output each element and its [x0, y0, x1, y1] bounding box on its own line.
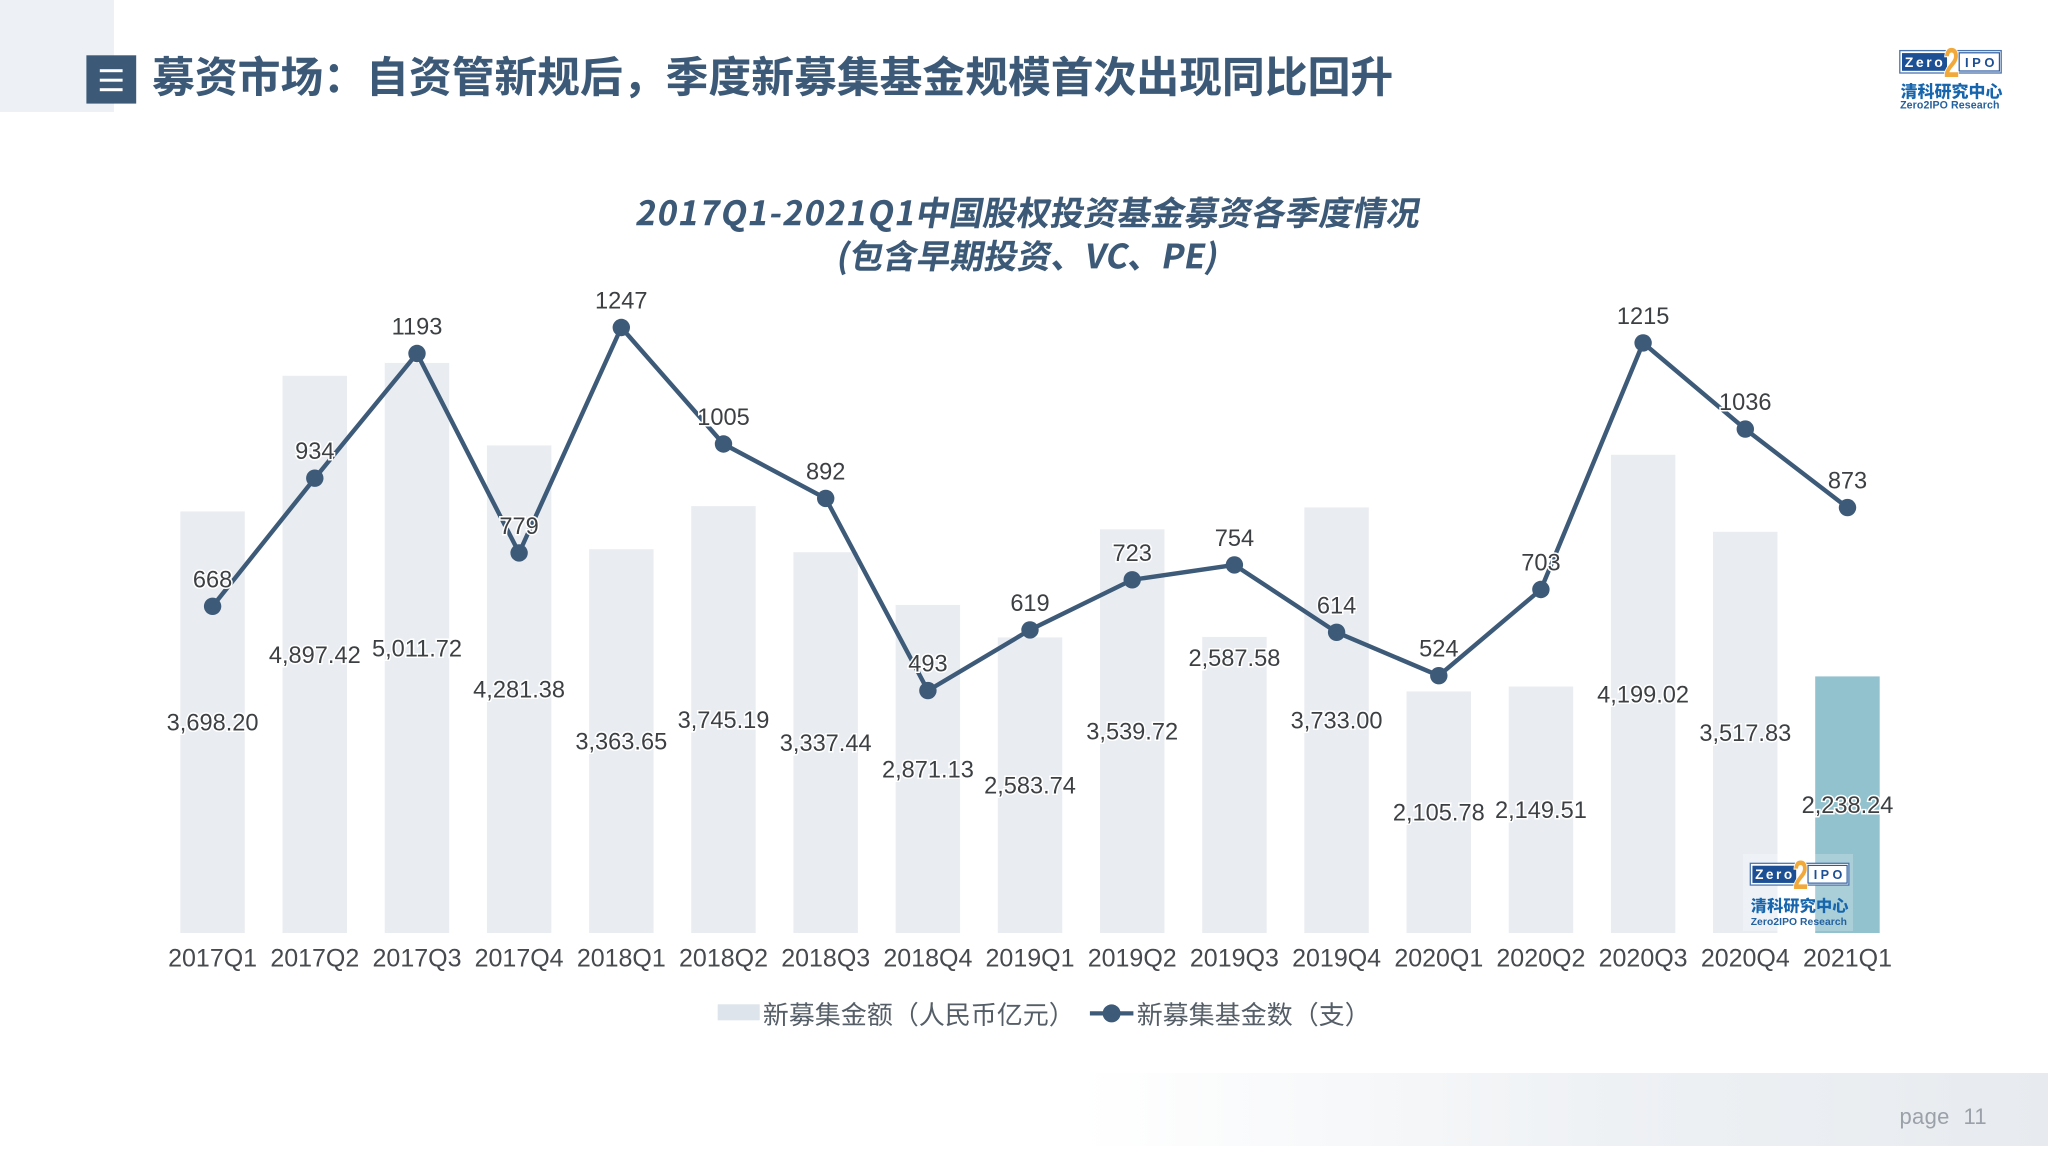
svg-text:779: 779 — [499, 514, 538, 540]
svg-text:2018Q3: 2018Q3 — [781, 945, 870, 973]
svg-text:4,199.02: 4,199.02 — [1597, 682, 1689, 708]
svg-text:2020Q2: 2020Q2 — [1496, 945, 1585, 973]
svg-text:3,337.44: 3,337.44 — [780, 731, 872, 757]
svg-text:2017Q3: 2017Q3 — [373, 945, 462, 973]
svg-text:3,517.83: 3,517.83 — [1699, 721, 1791, 747]
svg-text:2,238.24: 2,238.24 — [1802, 793, 1894, 819]
svg-text:2,105.78: 2,105.78 — [1393, 801, 1485, 827]
svg-text:1215: 1215 — [1617, 304, 1670, 330]
svg-text:page: page — [1900, 1104, 1950, 1129]
svg-text:2019Q4: 2019Q4 — [1292, 945, 1381, 973]
svg-text:2019Q1: 2019Q1 — [986, 945, 1075, 973]
svg-text:1193: 1193 — [392, 315, 443, 341]
svg-text:3,745.19: 3,745.19 — [678, 708, 770, 734]
svg-text:2017Q2: 2017Q2 — [270, 945, 359, 973]
svg-text:1036: 1036 — [1719, 390, 1772, 416]
svg-text:2: 2 — [1944, 39, 1959, 86]
svg-text:2,583.74: 2,583.74 — [984, 774, 1076, 800]
svg-text:2019Q3: 2019Q3 — [1190, 945, 1279, 973]
svg-text:3,698.20: 3,698.20 — [167, 711, 259, 737]
svg-text:4,897.42: 4,897.42 — [269, 643, 361, 669]
svg-text:3,733.00: 3,733.00 — [1291, 709, 1383, 735]
svg-text:2: 2 — [1793, 854, 1808, 899]
svg-text:1247: 1247 — [595, 289, 648, 315]
svg-text:Zero2IPO Research: Zero2IPO Research — [1900, 100, 1999, 112]
svg-text:2017Q1: 2017Q1 — [168, 945, 257, 973]
svg-text:2017Q4: 2017Q4 — [475, 945, 564, 973]
svg-text:668: 668 — [193, 567, 232, 593]
svg-text:892: 892 — [806, 459, 845, 485]
svg-text:2021Q1: 2021Q1 — [1803, 945, 1892, 973]
svg-text:Zero2IPO Research: Zero2IPO Research — [1751, 917, 1847, 928]
svg-text:873: 873 — [1828, 469, 1867, 495]
svg-text:493: 493 — [908, 652, 947, 678]
svg-text:IPO: IPO — [1965, 55, 1998, 70]
svg-text:2018Q2: 2018Q2 — [679, 945, 768, 973]
svg-text:2019Q2: 2019Q2 — [1088, 945, 1177, 973]
svg-text:Zero: Zero — [1905, 54, 1946, 70]
svg-text:1005: 1005 — [697, 405, 750, 431]
svg-text:4,281.38: 4,281.38 — [473, 678, 565, 704]
svg-text:Zero: Zero — [1755, 867, 1795, 882]
svg-text:754: 754 — [1215, 526, 1254, 552]
svg-text:3,539.72: 3,539.72 — [1086, 720, 1178, 746]
svg-text:2020Q1: 2020Q1 — [1394, 945, 1483, 973]
svg-text:524: 524 — [1419, 637, 1458, 663]
svg-text:2,871.13: 2,871.13 — [882, 757, 974, 783]
svg-text:703: 703 — [1521, 551, 1560, 577]
svg-text:2020Q3: 2020Q3 — [1599, 945, 1688, 973]
svg-text:3,363.65: 3,363.65 — [575, 730, 667, 756]
svg-text:723: 723 — [1113, 541, 1152, 567]
svg-text:934: 934 — [295, 439, 334, 465]
svg-text:2020Q4: 2020Q4 — [1701, 945, 1790, 973]
svg-text:2018Q1: 2018Q1 — [577, 945, 666, 973]
svg-text:2,587.58: 2,587.58 — [1188, 646, 1280, 672]
svg-text:11: 11 — [1964, 1104, 1987, 1129]
svg-text:5,011.72: 5,011.72 — [372, 636, 462, 662]
svg-text:614: 614 — [1317, 593, 1356, 619]
svg-text:619: 619 — [1010, 591, 1049, 617]
svg-text:IPO: IPO — [1814, 868, 1846, 882]
svg-text:2,149.51: 2,149.51 — [1495, 798, 1587, 824]
svg-text:2018Q4: 2018Q4 — [883, 945, 972, 973]
